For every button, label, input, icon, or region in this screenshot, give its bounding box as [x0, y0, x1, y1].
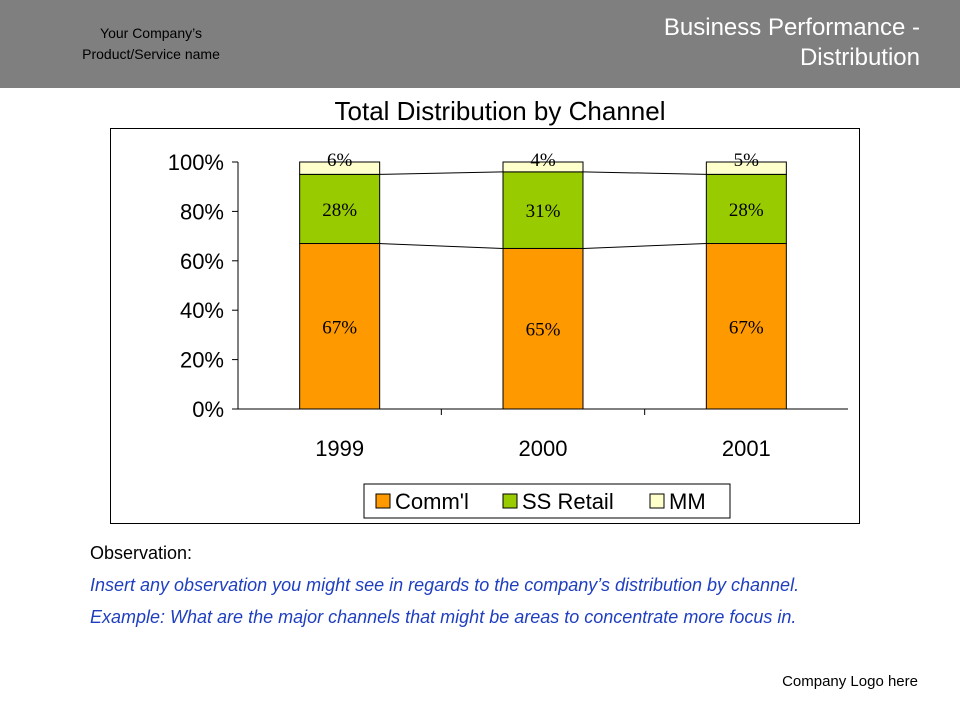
y-tick-label: 60% [180, 249, 224, 274]
legend-label: SS Retail [522, 489, 614, 514]
company-name-line1: Your Company’s [100, 25, 202, 41]
legend-label: MM [669, 489, 706, 514]
y-tick-label: 0% [192, 397, 224, 422]
company-name-line2: Product/Service name [82, 46, 220, 62]
bar-segment [299, 243, 381, 410]
x-tick-label: 2001 [722, 436, 771, 461]
x-tick-label: 1999 [315, 436, 364, 461]
observation-text: Insert any observation you might see in … [90, 575, 800, 595]
header-bar: Your Company’s Product/Service name Busi… [0, 0, 960, 88]
observation-example: Example: What are the major channels tha… [90, 607, 797, 627]
x-tick-label: 2000 [519, 436, 568, 461]
data-label: 4% [530, 150, 556, 171]
slide-title-line2: Distribution [799, 44, 920, 71]
data-label: 31% [526, 201, 561, 222]
data-label: 65% [526, 320, 561, 341]
observation-heading: Observation: [90, 543, 193, 563]
series-line [379, 243, 504, 249]
bar-segment [502, 247, 584, 410]
bar-segment [299, 161, 381, 175]
data-label: 6% [327, 150, 353, 171]
company-name: Your Company’s Product/Service name [40, 23, 262, 65]
legend-swatch [375, 493, 391, 509]
company-logo-placeholder: Company Logo here [782, 673, 918, 690]
data-label: 28% [322, 200, 357, 221]
y-tick-label: 100% [168, 150, 224, 175]
legend-swatch [502, 493, 518, 509]
legend-label: Comm'l [395, 489, 469, 514]
slide-title-line1: Business Performance - [663, 14, 920, 41]
data-label: 67% [322, 317, 357, 338]
series-line [582, 243, 707, 249]
y-tick-label: 80% [180, 199, 224, 224]
bar-segment [705, 161, 787, 175]
legend-swatch [649, 493, 665, 509]
bar-segment [299, 173, 381, 245]
data-label: 67% [729, 317, 764, 338]
slide-title: Business Performance - Distribution [560, 13, 920, 73]
series-line [582, 171, 707, 175]
chart-area: 0% 20% 40% 60% 80% 100% 67% 28% 6% 1999 65% 31% 4% 20… [110, 128, 860, 524]
bar-segment [705, 243, 787, 410]
observation-section: Observation: Insert any observation you … [90, 543, 890, 639]
chart-title: Total Distribution by Channel [334, 96, 666, 126]
data-label: 5% [734, 150, 760, 171]
bar-segment [502, 171, 584, 249]
data-label: 28% [729, 200, 764, 221]
legend-box [363, 483, 731, 519]
bar-segment [705, 173, 787, 245]
stacked-bar-chart: 0% 20% 40% 60% 80% 100% 67% 28% 6% 1999 65% 31% 4% 20… [110, 128, 860, 524]
y-tick-label: 20% [180, 348, 224, 373]
bar-segment [502, 161, 584, 173]
y-tick-label: 40% [180, 298, 224, 323]
series-line [379, 171, 504, 175]
